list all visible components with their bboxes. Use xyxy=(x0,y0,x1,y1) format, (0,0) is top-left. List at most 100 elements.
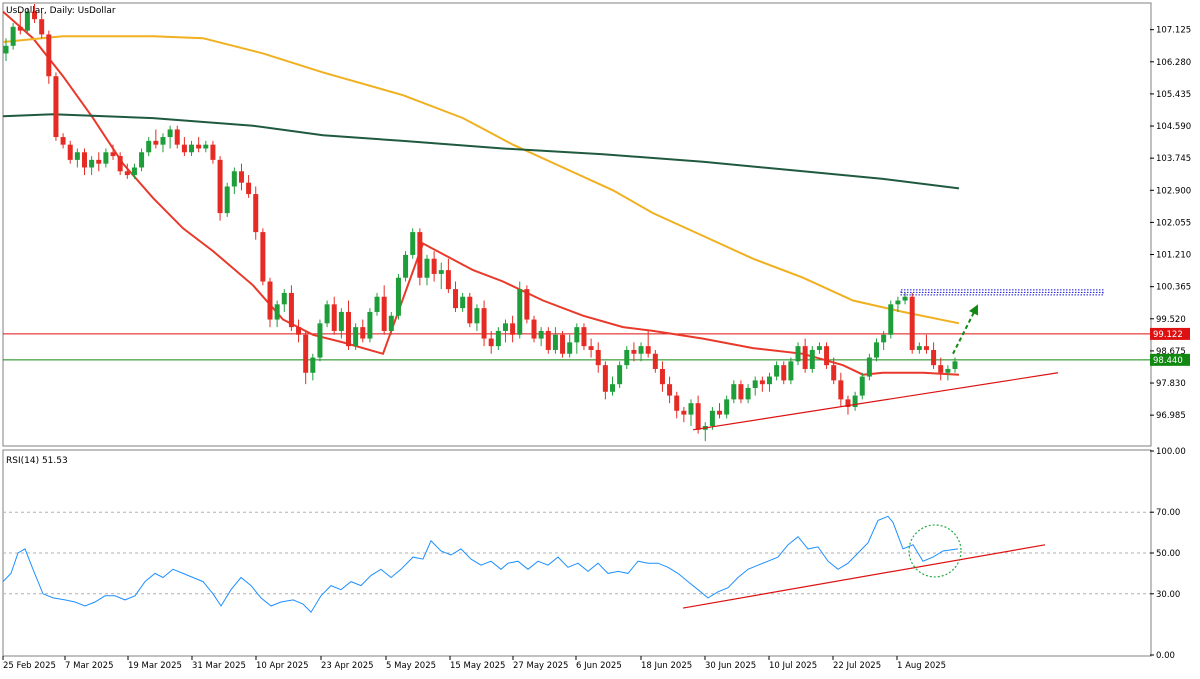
candle-body xyxy=(39,19,45,35)
time-tick-label: 27 May 2025 xyxy=(513,661,568,671)
candle-body xyxy=(624,349,630,366)
candle-body xyxy=(781,365,787,381)
candle-body xyxy=(731,384,737,400)
price-tick-label: 97.830 xyxy=(1156,379,1186,389)
time-tick-label: 10 Apr 2025 xyxy=(256,661,309,671)
rsi-tick-label: 70.00 xyxy=(1156,508,1180,518)
candle-body xyxy=(146,140,152,153)
candle-body xyxy=(438,270,444,274)
candle xyxy=(895,296,901,312)
candle-body xyxy=(260,232,266,282)
candle xyxy=(317,319,323,362)
candle-body xyxy=(331,304,337,331)
candle xyxy=(731,380,737,404)
candle xyxy=(367,308,373,343)
candle xyxy=(153,129,159,149)
rsi-axis: 100.00 70.00 50.00 30.00 0.00 xyxy=(1150,447,1186,661)
candle-body xyxy=(131,167,137,176)
candle-body xyxy=(196,144,202,149)
candle-body xyxy=(517,289,523,335)
candle xyxy=(688,399,694,426)
candle xyxy=(210,140,216,164)
candle-body xyxy=(923,346,929,350)
candle-body xyxy=(859,376,865,396)
candle xyxy=(167,125,173,149)
candle-body xyxy=(552,334,558,350)
candle xyxy=(417,228,423,286)
candle xyxy=(360,319,366,343)
candle xyxy=(809,346,815,373)
candle xyxy=(831,357,837,385)
candle-body xyxy=(203,144,209,149)
candle-body xyxy=(816,346,822,350)
time-tick-label: 5 May 2025 xyxy=(386,661,436,671)
candle-body xyxy=(595,349,601,366)
candle-body xyxy=(24,11,30,31)
price-tick-label: 106.280 xyxy=(1156,58,1191,68)
time-tick-label: 7 Mar 2025 xyxy=(65,661,113,671)
candle xyxy=(517,281,523,339)
candle xyxy=(53,72,59,141)
rsi-levels xyxy=(3,511,1150,595)
candle-body xyxy=(410,232,416,255)
candle xyxy=(852,391,858,411)
candle-body xyxy=(538,330,544,339)
candle xyxy=(610,376,616,396)
moving-average-line xyxy=(2,10,960,376)
price-tick-label: 104.590 xyxy=(1156,122,1191,132)
time-tick-label: 22 Jul 2025 xyxy=(833,661,881,671)
candle-body xyxy=(110,152,116,157)
candle-body xyxy=(952,361,958,369)
candle-body xyxy=(831,365,837,381)
candle xyxy=(60,133,66,149)
candle xyxy=(46,30,52,84)
moving-average-line xyxy=(2,113,960,190)
candle xyxy=(802,338,808,373)
candle xyxy=(146,137,152,157)
time-tick-label: 10 Jul 2025 xyxy=(769,661,817,671)
candle-body xyxy=(695,403,701,430)
candle xyxy=(303,330,309,385)
candle xyxy=(81,148,87,176)
candle xyxy=(253,186,259,240)
candle xyxy=(502,319,508,343)
candle xyxy=(431,251,437,282)
candle xyxy=(231,167,237,195)
candle xyxy=(103,148,109,168)
rsi-tick-label: 0.00 xyxy=(1156,651,1175,661)
candle xyxy=(945,365,951,381)
candle xyxy=(238,163,244,191)
candle-body xyxy=(545,330,551,350)
price-tick-label: 103.745 xyxy=(1156,154,1191,164)
candle-body xyxy=(395,277,401,316)
candle xyxy=(488,330,494,354)
candle xyxy=(174,125,180,149)
candle xyxy=(659,361,665,392)
candle xyxy=(131,163,137,179)
candle xyxy=(838,372,844,407)
candle-body xyxy=(32,11,38,20)
candle-body xyxy=(317,323,323,358)
chart-title: UsDollar, Daily: UsDollar xyxy=(6,6,116,16)
candle-body xyxy=(324,304,330,324)
candle xyxy=(481,300,487,347)
candle-body xyxy=(360,327,366,339)
candle-body xyxy=(802,346,808,369)
candle xyxy=(17,11,23,35)
candle xyxy=(916,342,922,354)
candle-body xyxy=(3,45,9,54)
candle-body xyxy=(424,258,430,278)
candle xyxy=(438,262,444,290)
rsi-series xyxy=(2,515,959,614)
candle xyxy=(3,38,9,62)
candle-body xyxy=(895,300,901,305)
rsi-trend-line xyxy=(682,544,1046,609)
candle-body xyxy=(945,368,951,373)
candle xyxy=(395,273,401,320)
candle xyxy=(874,338,880,362)
price-tag-box xyxy=(1150,353,1190,366)
candle xyxy=(32,4,38,24)
time-tick-label: 15 May 2025 xyxy=(450,661,505,671)
candle-body xyxy=(574,327,580,343)
